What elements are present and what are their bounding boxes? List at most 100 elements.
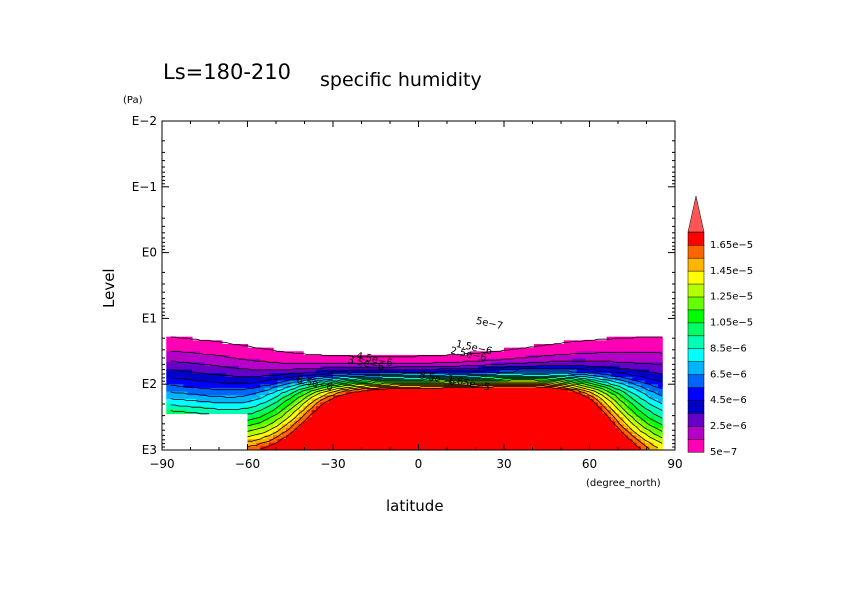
contour-cell [546,373,552,378]
contour-cell [324,431,330,436]
contour-cell [602,431,608,436]
contour-cell [512,391,518,396]
contour-cell [653,387,659,393]
contour-cell [568,358,574,363]
contour-cell [285,395,291,400]
contour-cell [640,395,646,400]
contour-cell [196,402,202,407]
contour-cell [623,362,629,367]
contour-cell [337,446,343,450]
contour-cell [204,384,210,389]
contour-cell [337,431,343,436]
contour-cell [546,409,552,415]
contour-cell [448,369,454,374]
contour-cell [504,358,509,363]
contour-cell [414,442,420,447]
contour-cell [645,398,650,404]
contour-cell [427,406,432,411]
contour-cell [221,384,227,389]
contour-cell [414,402,420,407]
contour-cell [409,420,415,426]
contour-cell [602,340,608,345]
contour-cell [486,439,492,444]
contour-cell [371,362,377,367]
contour-cell [307,406,313,411]
contour-cell [294,380,300,385]
contour-cell [627,439,633,444]
contour-cell [619,446,625,450]
contour-cell [243,376,249,382]
contour-cell [495,391,501,396]
contour-cell [251,347,257,352]
colorbar-box [687,257,705,272]
contour-cell [474,402,479,407]
contour-cell [589,365,595,371]
contour-cell [298,365,304,371]
contour-cell [362,362,368,367]
contour-cell [405,420,411,426]
contour-cell [576,435,582,440]
contour-cell [204,340,210,345]
contour-cell [320,420,326,426]
contour-cell [512,435,518,440]
contour-cell [333,431,338,436]
contour-cell [397,384,403,389]
contour-cell [285,376,291,382]
contour-cell [298,442,304,447]
contour-cell [401,365,407,371]
contour-cell [640,420,646,426]
contour-cell [482,351,488,356]
contour-cell [247,358,253,363]
contour-cell [397,424,403,429]
contour-cell [328,413,334,418]
contour-cell [508,358,514,363]
contour-cell [247,373,253,378]
contour-cell [358,387,364,393]
x-tick-label: −30 [320,457,345,471]
contour-cell [320,442,326,447]
contour-cell [337,398,343,404]
contour-cell [320,376,326,382]
contour-cell [354,439,360,444]
contour-cell [533,446,539,450]
contour-cell [418,428,424,433]
contour-cell [418,358,424,363]
contour-cell [563,398,569,404]
contour-cell [247,417,253,422]
contour-cell [542,395,548,400]
contour-cell [397,428,403,433]
contour-line [170,372,663,398]
contour-cell [238,347,244,352]
contour-cell [217,409,223,415]
contour-cell [448,406,454,411]
contour-cell [452,391,458,396]
contour-cell [375,439,381,444]
contour-cell [627,384,633,389]
contour-cell [328,384,334,389]
contour-cell [508,428,514,433]
contour-cell [324,417,330,422]
contour-cell [444,362,450,367]
contour-cell [166,391,172,396]
contour-cell [589,380,595,385]
contour-cell [388,446,394,450]
contour-cell [538,424,544,429]
contour-cell [512,424,518,429]
contour-cell [298,387,304,393]
contour-cell [294,424,300,429]
contour-cell [555,442,561,447]
contour-cell [358,420,364,426]
contour-cell [230,376,236,382]
contour-cell [375,413,381,418]
contour-cell [469,428,475,433]
contour-cell [337,424,343,429]
contour-cell [448,373,454,378]
contour-cell [559,358,565,363]
contour-cell [170,395,176,400]
contour-cell [341,420,347,426]
contour-cell [632,343,638,349]
contour-cell [435,398,441,404]
contour-cell [606,395,612,400]
contour-cell [431,391,437,396]
contour-cell [619,351,625,356]
